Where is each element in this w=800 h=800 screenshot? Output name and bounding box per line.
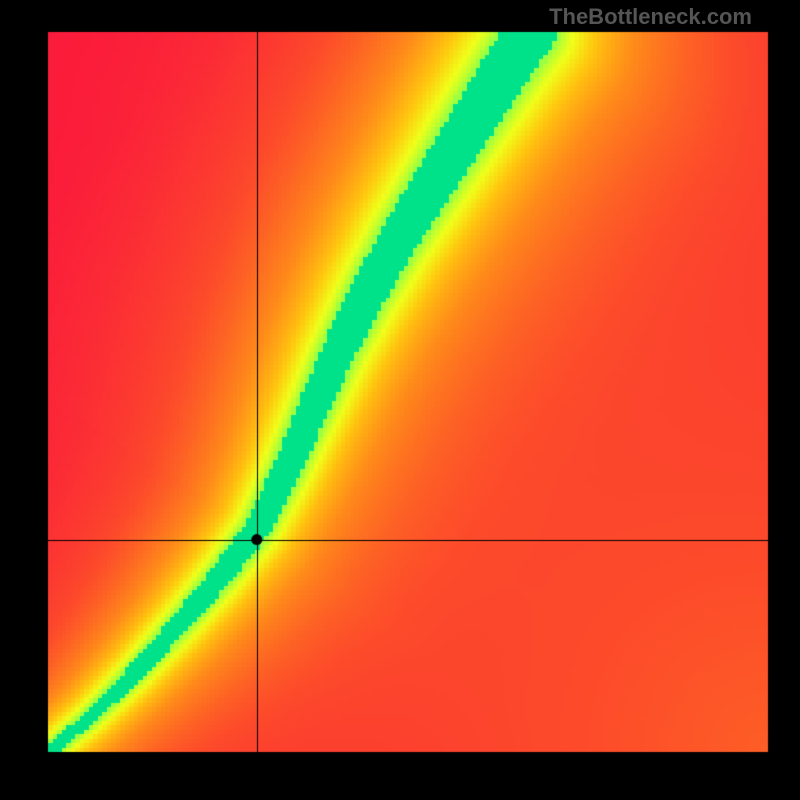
root-container: TheBottleneck.com xyxy=(0,0,800,800)
watermark-text: TheBottleneck.com xyxy=(549,4,752,30)
bottleneck-heatmap xyxy=(0,0,800,800)
